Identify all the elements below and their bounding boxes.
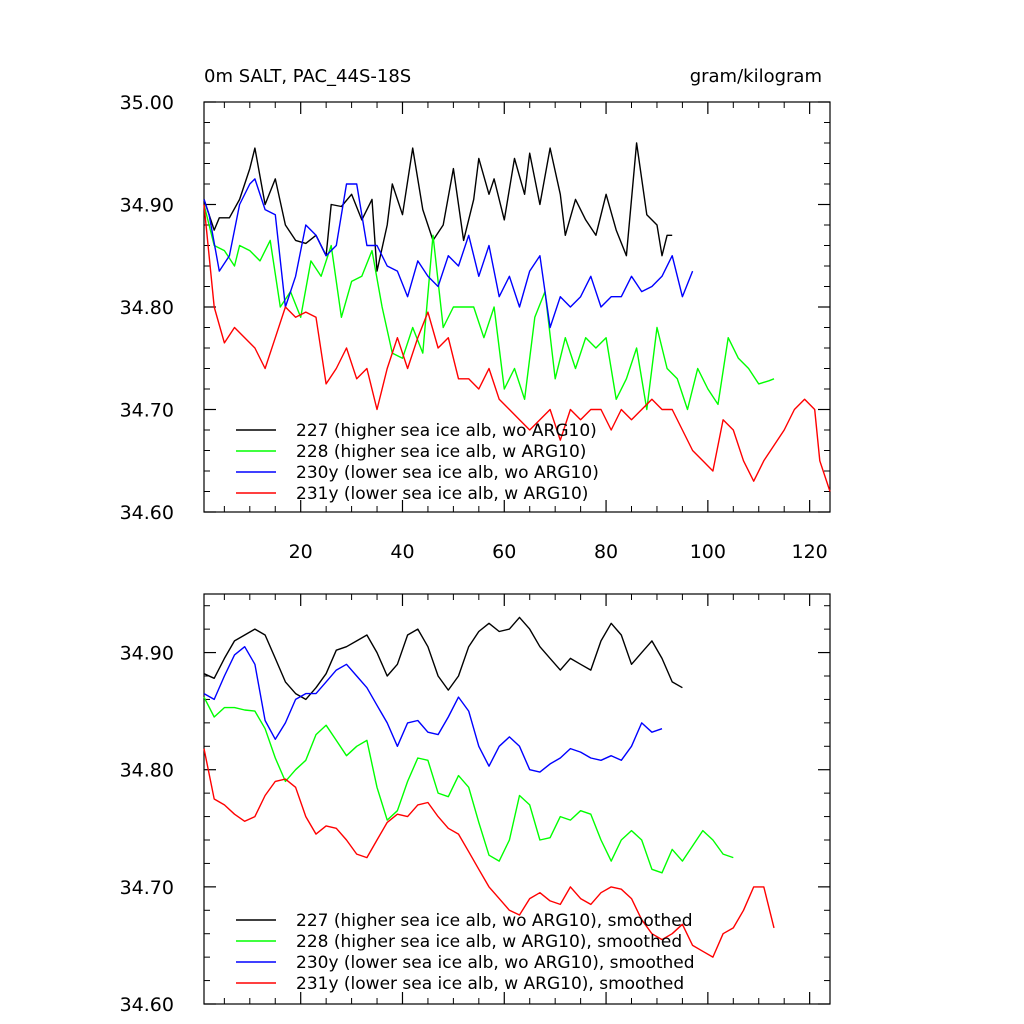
y-tick-label: 34.60 (120, 994, 174, 1016)
plot-frame (203, 593, 831, 1005)
legend-label: 230y (lower sea ice alb, wo ARG10), smoo… (296, 953, 695, 973)
x-tick-label: 100 (690, 541, 726, 563)
y-tick-label: 34.90 (120, 643, 174, 665)
y-tick-label: 34.80 (120, 760, 174, 782)
legend-label: 228 (higher sea ice alb, w ARG10) (296, 442, 586, 462)
series-line-2 (203, 178, 694, 329)
legend-label: 231y (lower sea ice alb, w ARG10), smoot… (296, 974, 684, 994)
series-line-2 (203, 646, 663, 773)
legend-label: 227 (higher sea ice alb, wo ARG10) (296, 421, 597, 441)
y-tick-label: 34.70 (120, 400, 174, 422)
chart-units: gram/kilogram (690, 66, 822, 87)
series-line-3 (203, 204, 831, 492)
x-tick-label: 120 (792, 541, 828, 563)
x-tick-label: 80 (594, 541, 618, 563)
chart-title: 0m SALT, PAC_44S-18S (204, 66, 411, 87)
series-line-3 (203, 748, 775, 958)
series-line-1 (203, 204, 775, 411)
top-salinity-panel: 20 40 60 80 100 120 34.60 34.70 34.80 34.90 35.00 0… (120, 66, 831, 563)
legend-label: 227 (higher sea ice alb, wo ARG10), smoo… (296, 911, 693, 931)
y-tick-label: 34.80 (120, 297, 174, 319)
y-tick-label: 34.70 (120, 877, 174, 899)
legend-label: 230y (lower sea ice alb, wo ARG10) (296, 463, 599, 483)
series-line-1 (203, 696, 734, 874)
x-tick-label: 20 (289, 541, 313, 563)
bottom-smoothed-salinity-panel: 34.60 34.70 34.80 34.90 227 (higher sea ice … (120, 593, 831, 1016)
x-tick-label: 40 (390, 541, 414, 563)
y-tick-label: 35.00 (120, 92, 174, 114)
y-tick-label: 34.90 (120, 195, 174, 217)
y-tick-label: 34.60 (120, 502, 174, 524)
legend-label: 231y (lower sea ice alb, w ARG10) (296, 484, 588, 504)
series-line-0 (203, 142, 673, 272)
series-line-0 (203, 616, 683, 701)
legend-label: 228 (higher sea ice alb, w ARG10), smoot… (296, 932, 682, 952)
x-tick-label: 60 (492, 541, 516, 563)
